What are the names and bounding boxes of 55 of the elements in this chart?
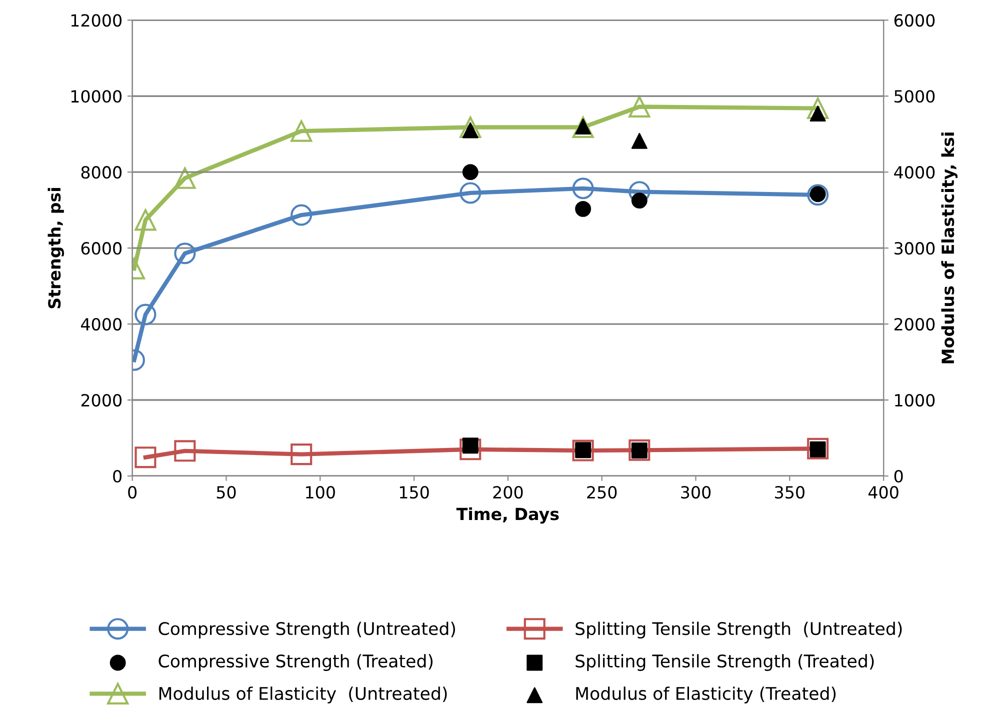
y2-tick-label: 4000 (894, 166, 935, 179)
y-tick-label: 6000 (81, 242, 122, 255)
x-tick-label: 350 (775, 486, 804, 499)
y-tick-label: 8000 (81, 166, 122, 179)
point (628, 96, 650, 118)
point (460, 116, 482, 138)
point (631, 132, 648, 149)
legend-label: Splitting Tensile Strength (Treated) (576, 654, 874, 671)
y2-axis-title: Modulus of Elasticity, ksi (941, 132, 958, 364)
point (134, 304, 156, 326)
point (807, 438, 829, 460)
y-axis-title: Strength, psi (48, 188, 64, 308)
y-tick-label: 2000 (81, 394, 122, 407)
legend-label: Compressive Strength (Treated) (158, 654, 433, 671)
x-tick-label: 50 (216, 486, 236, 499)
y-tick-label: 4000 (81, 318, 122, 331)
y2-tick-label: 0 (894, 470, 903, 483)
x-tick-label: 250 (587, 486, 617, 499)
point (134, 446, 156, 468)
point (290, 120, 312, 142)
legend-label: Compressive Strength (Untreated) (158, 622, 456, 639)
point (290, 204, 312, 226)
x-tick-label: 0 (128, 486, 137, 499)
x-tick-label: 200 (493, 486, 523, 499)
y-tick-label: 12000 (71, 14, 122, 27)
point (460, 438, 482, 460)
point (572, 116, 594, 138)
point (807, 97, 829, 120)
y2-tick-label: 5000 (894, 90, 935, 103)
x-axis-title: Time, Days (456, 507, 559, 524)
y2-tick-label: 1000 (895, 394, 935, 407)
point (572, 178, 594, 200)
point (575, 200, 592, 217)
point (631, 192, 648, 209)
y2-tick-label: 3000 (894, 242, 935, 255)
legend-label: Modulus of Elasticity (Untreated) (159, 686, 447, 704)
y2-tick-label: 2000 (894, 318, 935, 331)
point (174, 167, 196, 189)
legend-label: Splitting Tensile Strength (Untreated) (576, 622, 902, 639)
point (174, 440, 196, 462)
y2-tick-label: 6000 (894, 14, 935, 27)
point (290, 444, 312, 466)
y-tick-label: 10000 (71, 90, 122, 103)
point (628, 439, 650, 461)
x-tick-label: 400 (868, 486, 898, 499)
x-tick-label: 300 (681, 486, 711, 499)
x-tick-label: 100 (306, 486, 335, 499)
y-tick-label: 0 (113, 470, 122, 483)
legend-label: Modulus of Elasticity (Treated) (576, 686, 836, 704)
point (460, 182, 482, 204)
x-tick-label: 150 (400, 486, 429, 499)
point (462, 164, 478, 180)
point (134, 209, 156, 231)
point (174, 242, 196, 264)
point (807, 184, 829, 206)
